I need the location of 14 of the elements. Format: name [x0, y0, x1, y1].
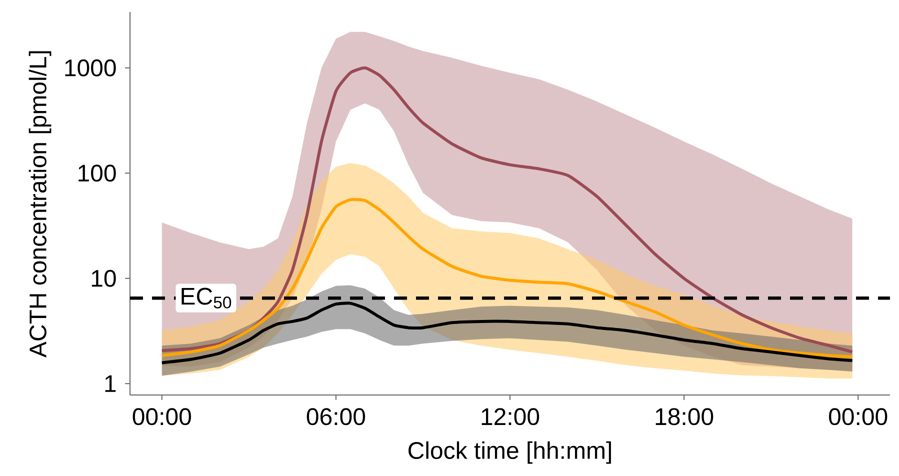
- line-series: [160, 198, 854, 358]
- ref-line-label: EC$_{50}$: [182, 288, 232, 308]
- x-tick-label: 06:00: [306, 408, 366, 426]
- x-tick-label: 00:00: [829, 408, 888, 426]
- x-tick-label: 00:00: [132, 408, 191, 426]
- x-tick-label: 12:00: [482, 408, 540, 426]
- x-axis-title: Clock time [hh:mm]: [408, 441, 611, 464]
- x-tick-label: 18:00: [656, 408, 714, 426]
- y-axis-title: ACTH concentration [pmol/L]: [28, 51, 52, 358]
- y-tick-label: 10: [92, 270, 116, 287]
- y-tick-label: 1000: [65, 59, 116, 76]
- y-tick-label: 100: [78, 164, 116, 182]
- y-tick-label: 1: [105, 375, 116, 392]
- line-series: [160, 66, 854, 354]
